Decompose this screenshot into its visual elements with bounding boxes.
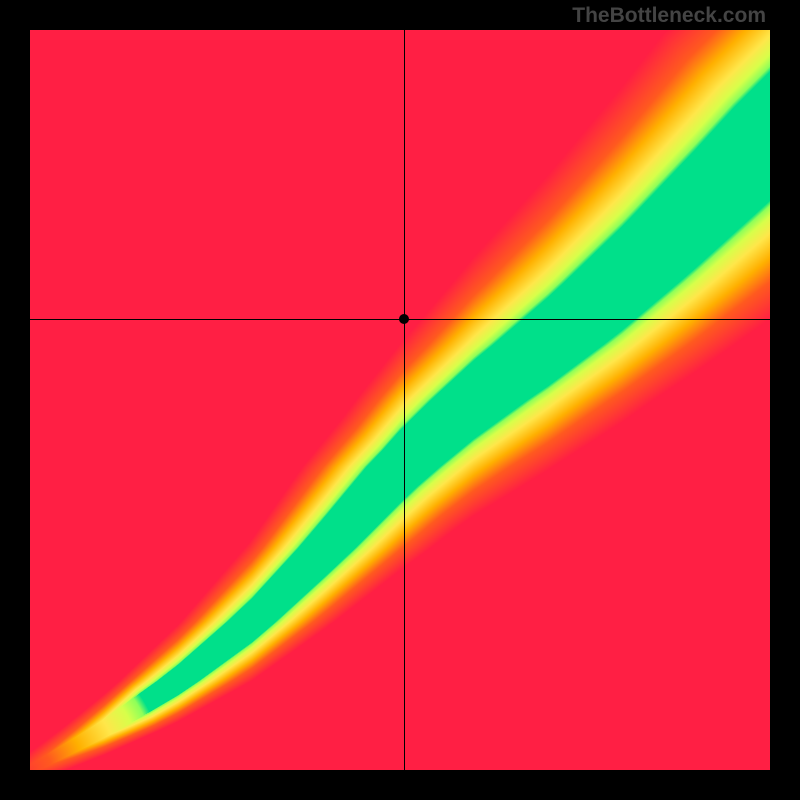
watermark-text: TheBottleneck.com (572, 4, 766, 28)
crosshair-vertical (404, 30, 405, 770)
bottleneck-heatmap (30, 30, 770, 770)
heatmap-canvas (30, 30, 770, 770)
marker-point (399, 314, 409, 324)
chart-container: TheBottleneck.com (0, 0, 800, 800)
